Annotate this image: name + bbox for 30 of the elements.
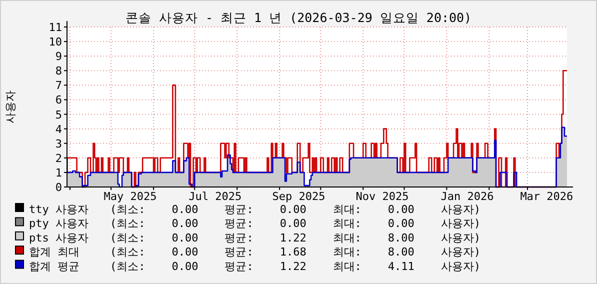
- y-tick-label: 1: [55, 166, 62, 180]
- y-tick-label: 6: [55, 94, 62, 107]
- legend-label: pts 사용자: [29, 231, 88, 244]
- text: (최소: 0.00 평균: 1.68 최대: 8.00 사용자): [110, 246, 481, 259]
- y-tick-label: 3: [55, 137, 62, 150]
- text: (최소: 0.00 평균: 1.22 최대: 8.00 사용자): [110, 231, 481, 244]
- y-tick-label: 7: [55, 79, 62, 92]
- y-tick-label: 5: [55, 108, 62, 122]
- x-tick-label: Nov 2025: [356, 190, 409, 203]
- y-tick-label: 4: [55, 122, 62, 136]
- text: (최소: 0.00 평균: 1.22 최대: 4.11 사용자): [110, 260, 481, 273]
- y-tick-label: 2: [55, 152, 62, 165]
- x-tick-label: Sep 2025: [272, 190, 326, 203]
- text: (최소: 0.00 평균: 0.00 최대: 0.00 사용자): [110, 217, 481, 230]
- y-tick-label: 11: [48, 21, 62, 34]
- y-tick-label: 8: [55, 64, 62, 78]
- legend-label: 합계 평균: [29, 260, 80, 273]
- x-tick-label: Mar 2026: [520, 190, 574, 203]
- x-tick-label: May 2025: [104, 190, 157, 203]
- x-tick-label: Jan 2026: [440, 190, 494, 203]
- legend-label: 합계 최대: [29, 246, 80, 259]
- chart-title: 콘솔 사용자 - 최근 1 년 (2026-03-29 일요일 20:00): [125, 10, 472, 25]
- y-tick-label: 0: [55, 181, 62, 194]
- y-axis-title: 사용자: [4, 90, 17, 124]
- text: (최소: 0.00 평균: 0.00 최대: 0.00 사용자): [110, 203, 481, 216]
- y-tick-label: 10: [48, 36, 62, 49]
- y-tick-label: 9: [55, 50, 62, 64]
- legend-label: pty 사용자: [29, 217, 88, 230]
- legend-label: tty 사용자: [29, 203, 88, 216]
- x-tick-label: Jul 2025: [188, 190, 242, 203]
